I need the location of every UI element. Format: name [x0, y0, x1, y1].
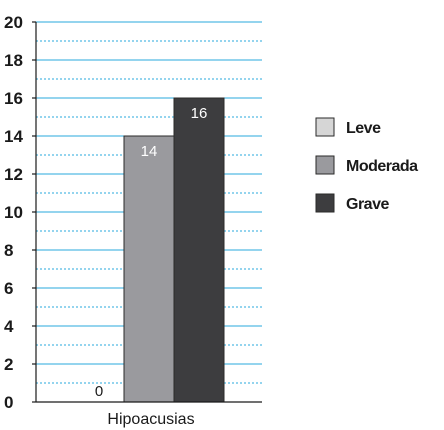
legend-label: Leve: [346, 120, 381, 137]
y-tick-label: 0: [4, 393, 13, 412]
y-tick-label: 12: [4, 165, 23, 184]
y-tick-label: 18: [4, 51, 23, 70]
data-label-moderada: 14: [141, 143, 158, 160]
legend-swatch: [315, 155, 335, 175]
data-labels: 0 14 16: [95, 105, 208, 400]
y-tick-label: 20: [4, 13, 23, 32]
y-tick-label: 4: [4, 317, 14, 336]
x-category-label: Hipoacusias: [107, 411, 194, 428]
legend-item-leve: Leve: [315, 117, 382, 137]
y-tick-label: 10: [4, 203, 23, 222]
bar-grave: [173, 97, 225, 403]
legend-item-grave: Grave: [315, 193, 390, 213]
y-axis: 0 2 4 6 8 10 12 14 16 18 20: [4, 13, 37, 412]
y-tick-label: 14: [4, 127, 23, 146]
legend-swatch: [315, 193, 335, 213]
legend-label: Grave: [346, 196, 389, 213]
legend-label: Moderada: [346, 158, 418, 175]
bar-series: [123, 97, 225, 403]
y-tick-label: 2: [4, 355, 13, 374]
y-tick-label: 6: [4, 279, 13, 298]
x-axis: Hipoacusias: [36, 401, 262, 428]
legend: Leve Moderada Grave: [315, 117, 419, 213]
bar-moderada: [123, 135, 175, 403]
legend-item-moderada: Moderada: [315, 155, 419, 175]
data-label-leve: 0: [95, 383, 103, 400]
y-tick-label: 8: [4, 241, 13, 260]
y-tick-label: 16: [4, 89, 23, 108]
legend-swatch: [315, 117, 335, 137]
data-label-grave: 16: [191, 105, 208, 122]
